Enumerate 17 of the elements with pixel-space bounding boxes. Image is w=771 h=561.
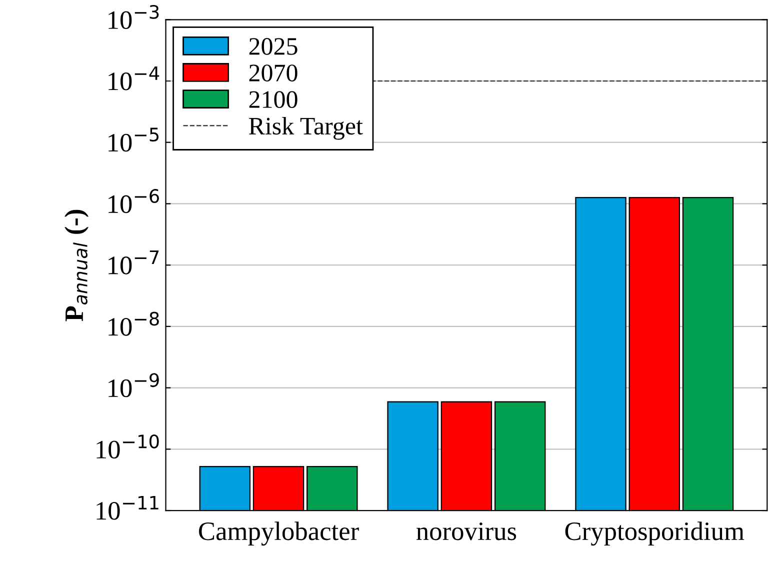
- y-tick-label: 10$^{−7}$: [108, 250, 159, 274]
- y-axis-title: P$_{annual}$ (-): [64, 210, 88, 322]
- legend-label: 2025: [249, 38, 298, 55]
- legend-label: Risk Target: [248, 117, 363, 140]
- y-tick-label: 10$^{−4}$: [108, 66, 160, 90]
- y-tick-label: 10$^{−3}$: [108, 4, 159, 30]
- legend-label: 2070: [249, 64, 298, 82]
- legend-label: 2100: [249, 91, 298, 108]
- x-tick-label: norovirus: [416, 522, 516, 540]
- y-tick-label: 10$^{−5}$: [108, 128, 159, 152]
- x-tick-label: Cryptosporidium: [565, 522, 744, 546]
- x-tick-label: Campylobacter: [199, 522, 359, 546]
- y-tick-label: 10$^{−9}$: [108, 373, 159, 398]
- y-tick-label: 10$^{−8}$: [108, 312, 159, 336]
- y-tick-label: 10$^{−10}$: [96, 434, 159, 459]
- y-tick-label: 10$^{−11}$: [96, 496, 158, 520]
- y-tick-label: 10$^{−6}$: [108, 189, 159, 214]
